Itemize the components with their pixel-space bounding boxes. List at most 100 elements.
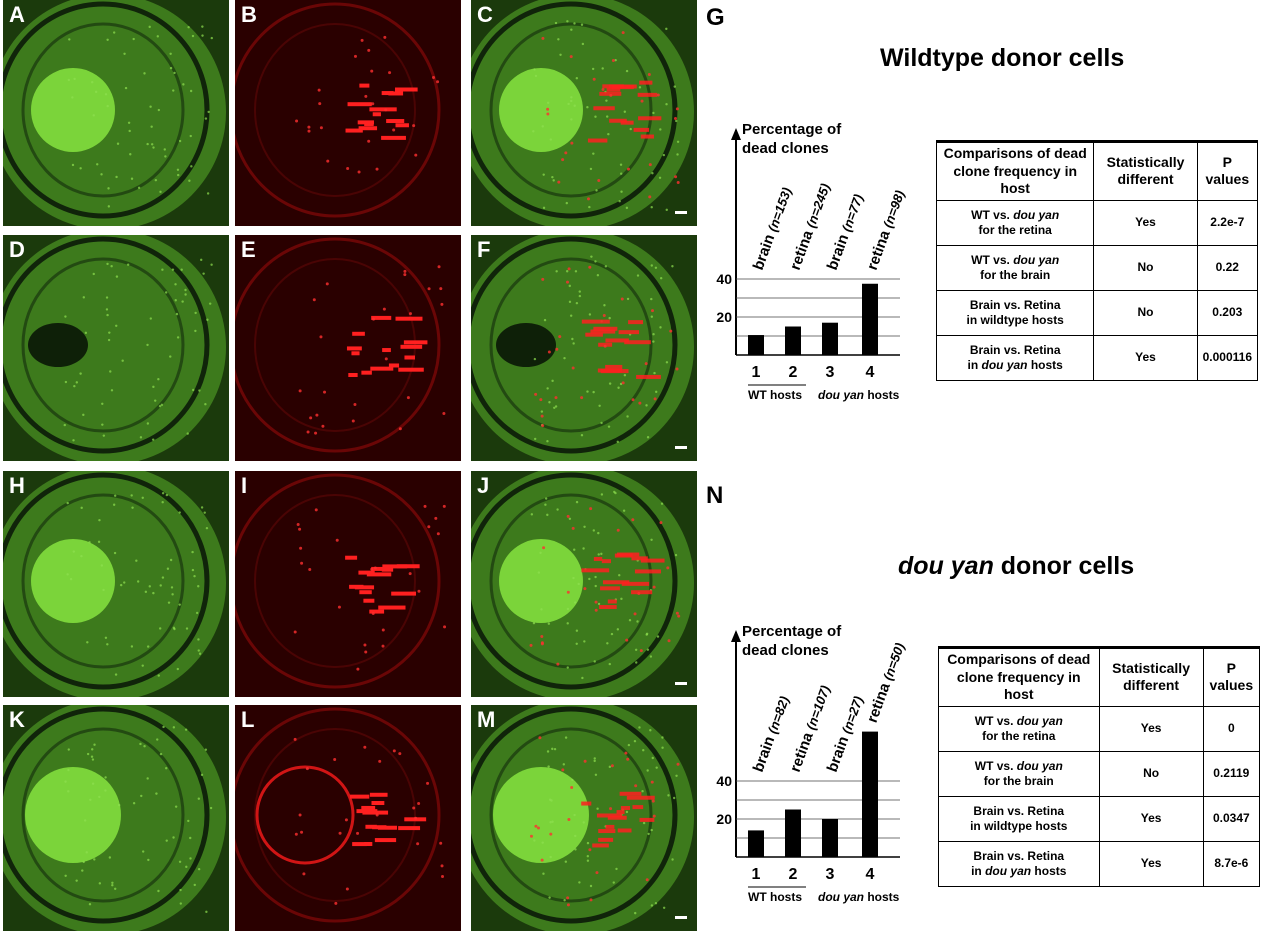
- bar: [785, 326, 801, 355]
- p-value-cell: 0.22: [1196, 244, 1259, 291]
- panel-label: A: [9, 2, 25, 27]
- bar: [862, 283, 878, 355]
- table-row: Brain vs. Retina in wildtype hosts No 0.203: [935, 289, 1259, 336]
- micrograph-panel-i: I: [235, 471, 461, 697]
- p-value-cell: 0.203: [1196, 289, 1259, 336]
- p-value-cell: 0.2119: [1202, 750, 1261, 797]
- panel-label: K: [9, 707, 25, 732]
- table-header-cell: Statistically different: [1093, 141, 1198, 201]
- comparison-cell: WT vs. dou yan for the brain: [938, 750, 1100, 797]
- p-value-cell: 0.000116: [1196, 334, 1259, 381]
- stat-different-cell: No: [1098, 750, 1204, 797]
- y-tick-label: 20: [716, 811, 732, 827]
- table-header-cell: Statistically different: [1098, 647, 1204, 707]
- table-header-cell: Comparisons of dead clone frequency in h…: [935, 141, 1095, 201]
- bar-annotation: brain (n=27): [824, 694, 867, 775]
- stat-different-cell: No: [1093, 244, 1198, 291]
- title-italic: dou yan: [898, 552, 994, 580]
- title-plain: donor cells: [993, 552, 1135, 580]
- comparison-cell: WT vs. dou yan for the retina: [938, 705, 1100, 752]
- comparison-cell: Brain vs. Retina in dou yan hosts: [935, 334, 1095, 381]
- p-value-cell: 8.7e-6: [1202, 840, 1261, 887]
- panel-label: I: [241, 473, 248, 498]
- table-header-row: Comparisons of dead clone frequency in h…: [935, 141, 1259, 201]
- table-row: Brain vs. Retina in wildtype hosts Yes 0.03…: [938, 795, 1261, 842]
- table-header-row: Comparisons of dead clone frequency in h…: [938, 647, 1261, 707]
- bar: [862, 731, 878, 857]
- scale-bar: [675, 682, 687, 685]
- p-value-cell: 0.0347: [1202, 795, 1261, 842]
- comparison-cell: Brain vs. Retina in wildtype hosts: [935, 289, 1095, 336]
- stat-different-cell: Yes: [1098, 705, 1204, 752]
- table-header-cell: P values: [1196, 141, 1259, 201]
- table-row: Brain vs. Retina in dou yan hosts Yes 0.000…: [935, 334, 1259, 381]
- category-label: 1: [752, 866, 761, 883]
- table-row: Brain vs. Retina in dou yan hosts Yes 8.7e-…: [938, 840, 1261, 887]
- table-row: WT vs. dou yan for the brain No 0.2119: [938, 750, 1261, 797]
- section-title-wildtype: Wildtype donor cells: [880, 44, 1124, 73]
- micrograph-panel-h: H: [3, 471, 229, 697]
- bar: [822, 322, 838, 355]
- panel-label: D: [9, 237, 25, 262]
- panel-label: H: [9, 473, 25, 498]
- panel-label: M: [477, 707, 496, 732]
- table-row: WT vs. dou yan for the retina Yes 0: [938, 705, 1261, 752]
- section-title-douyan: dou yan donor cells: [898, 552, 1134, 581]
- bar-annotation: retina (n=50): [864, 641, 909, 725]
- category-label: 4: [866, 364, 875, 381]
- micrograph-panel-a: A: [3, 0, 229, 226]
- category-label: 3: [826, 866, 835, 883]
- comparison-cell: Brain vs. Retina in dou yan hosts: [938, 840, 1100, 887]
- stat-different-cell: Yes: [1098, 795, 1204, 842]
- y-axis-arrow: [731, 630, 741, 642]
- scale-bar: [675, 211, 687, 214]
- y-tick-label: 40: [716, 773, 732, 789]
- category-label: 2: [789, 364, 798, 381]
- comparison-cell: WT vs. dou yan for the retina: [935, 199, 1095, 246]
- table-header-cell: Comparisons of dead clone frequency in h…: [938, 647, 1100, 707]
- comparison-cell: Brain vs. Retina in wildtype hosts: [938, 795, 1100, 842]
- micrograph-panel-m: M: [471, 705, 697, 931]
- ylabel-line1: Percentage of: [742, 121, 842, 138]
- p-value-cell: 0: [1202, 705, 1261, 752]
- table-row: WT vs. dou yan for the retina Yes 2.2e-7: [935, 199, 1259, 246]
- bar-chart-svg: Percentage of dead clones 20 40 1 brain (n=82…: [716, 623, 909, 904]
- group-label-douyan: dou yan hosts: [818, 388, 900, 402]
- ylabel-line2: dead clones: [742, 140, 829, 157]
- bar: [748, 830, 764, 857]
- section-letter-g: G: [706, 4, 725, 31]
- stat-different-cell: Yes: [1093, 334, 1198, 381]
- group-label-wt: WT hosts: [748, 890, 802, 904]
- panel-label: C: [477, 2, 493, 27]
- title-plain: Wildtype donor cells: [880, 44, 1125, 72]
- micrograph-panel-c: C: [471, 0, 697, 226]
- comparison-table-douyan: Comparisons of dead clone frequency in h…: [938, 646, 1261, 887]
- stat-different-cell: Yes: [1093, 199, 1198, 246]
- y-tick-label: 20: [716, 309, 732, 325]
- micrograph-panel-e: E: [235, 235, 461, 461]
- bar: [822, 819, 838, 857]
- table-header-cell: P values: [1202, 647, 1261, 707]
- comparison-table-wildtype: Comparisons of dead clone frequency in h…: [935, 140, 1259, 381]
- scale-bar: [675, 916, 687, 919]
- category-label: 2: [789, 866, 798, 883]
- scale-bar: [675, 446, 687, 449]
- micrograph-panel-f: F: [471, 235, 697, 461]
- category-label: 4: [866, 866, 875, 883]
- group-label-douyan: dou yan hosts: [818, 890, 900, 904]
- micrograph-panel-j: J: [471, 471, 697, 697]
- stat-different-cell: No: [1093, 289, 1198, 336]
- bar-annotation: brain (n=77): [824, 192, 867, 273]
- micrograph-panel-k: K: [3, 705, 229, 931]
- stat-different-cell: Yes: [1098, 840, 1204, 887]
- panel-label: F: [477, 237, 491, 262]
- micrograph-panel-b: B: [235, 0, 461, 226]
- micrograph-panel-d: D: [3, 235, 229, 461]
- group-label-wt: WT hosts: [748, 388, 802, 402]
- p-value-cell: 2.2e-7: [1196, 199, 1259, 246]
- bar: [785, 809, 801, 857]
- bar-annotation: brain (n=82): [750, 694, 793, 775]
- ylabel-line1: Percentage of: [742, 623, 842, 640]
- category-label: 3: [826, 364, 835, 381]
- y-tick-label: 40: [716, 271, 732, 287]
